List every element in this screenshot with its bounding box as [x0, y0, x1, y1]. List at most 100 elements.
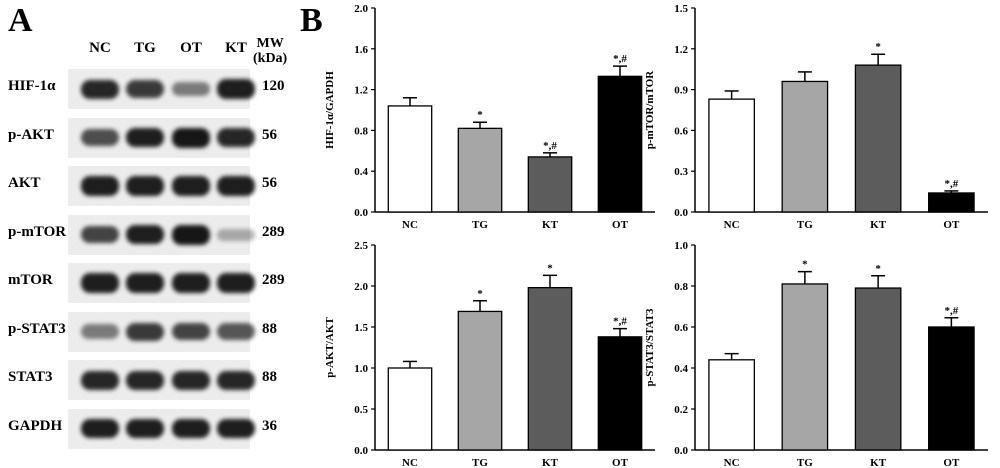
blot-band: [126, 418, 164, 439]
mw-header-line2: (kDa): [253, 51, 288, 66]
blot-band: [217, 273, 255, 293]
blot-mw-value: 289: [262, 223, 285, 240]
x-tick-label: KT: [870, 457, 887, 468]
blot-mw-value: 289: [262, 272, 285, 288]
blot-mw-value: 120: [262, 78, 285, 94]
x-tick-label: KT: [542, 219, 559, 231]
y-tick-label: 0.8: [674, 281, 688, 293]
significance-label: *,#: [613, 53, 627, 65]
x-tick-label: NC: [724, 457, 740, 468]
y-tick-label: 0.5: [354, 404, 368, 416]
y-tick-label: 2.5: [354, 240, 368, 252]
blot-band: [81, 324, 119, 339]
blot-band: [81, 225, 119, 244]
blot-band: [126, 224, 164, 245]
blot-mw-value: 56: [262, 175, 277, 191]
blot-band: [81, 79, 119, 99]
significance-label: *: [875, 41, 881, 53]
blot-protein-label: AKT: [8, 175, 41, 191]
blot-strip: [68, 360, 255, 400]
blot-band: [126, 273, 164, 293]
blot-band: [217, 418, 255, 439]
blot-band: [126, 80, 164, 98]
y-tick-label: 1.2: [674, 44, 688, 56]
x-tick-label: TG: [797, 457, 813, 468]
significance-label: *: [875, 263, 881, 275]
blot-band: [81, 418, 119, 439]
significance-label: *: [477, 109, 483, 121]
bar: [597, 336, 643, 451]
blot-band: [126, 370, 164, 390]
y-axis-label: p-STAT3/STAT3: [644, 308, 656, 387]
blot-strip: [68, 69, 255, 109]
blot-strip: [68, 214, 255, 255]
blot-band: [81, 129, 119, 146]
x-tick-label: NC: [402, 219, 418, 231]
bar: [708, 359, 755, 451]
y-tick-label: 0.0: [354, 207, 368, 219]
blot-band: [172, 273, 210, 293]
blot-protein-label: p-STAT3: [8, 320, 66, 337]
panel-label-b: B: [300, 2, 323, 39]
blot-strip: [68, 166, 255, 206]
blot-mw-value: 56: [262, 126, 277, 143]
lane-label-tg: TG: [134, 40, 156, 56]
significance-label: *: [547, 262, 553, 274]
bar: [597, 75, 643, 213]
blot-strip: [68, 263, 255, 303]
y-tick-label: 0.0: [354, 445, 368, 457]
bar: [781, 283, 829, 451]
lane-label-ot: OT: [180, 40, 202, 56]
y-tick-label: 0.4: [354, 166, 368, 178]
y-tick-label: 1.5: [354, 322, 368, 334]
blot-band: [217, 323, 255, 340]
x-tick-label: TG: [797, 219, 813, 231]
blot-mw-value: 88: [262, 369, 277, 385]
bar: [457, 310, 503, 451]
y-axis-label: p-mTOR/mTOR: [644, 70, 656, 149]
bar: [387, 367, 433, 451]
bar: [781, 80, 829, 213]
lane-label-nc: NC: [89, 40, 111, 56]
y-tick-label: 2.0: [354, 281, 368, 293]
blot-protein-label: GAPDH: [8, 417, 63, 434]
bar: [928, 326, 975, 451]
blot-band: [172, 322, 210, 341]
bar: [854, 287, 902, 451]
blot-strip: [68, 117, 255, 158]
blot-band: [81, 370, 119, 390]
y-tick-label: 0.2: [674, 404, 688, 416]
y-tick-label: 1.6: [354, 44, 368, 56]
blot-band: [217, 176, 255, 196]
y-tick-label: 2.0: [354, 3, 368, 15]
blot-band: [217, 228, 255, 241]
blot-band: [217, 370, 255, 390]
x-tick-label: OT: [612, 457, 629, 468]
y-tick-label: 0.0: [674, 445, 688, 457]
lane-label-kt: KT: [225, 40, 247, 56]
blot-band: [126, 127, 164, 148]
x-tick-label: OT: [612, 219, 629, 231]
blot-band: [126, 322, 164, 341]
y-tick-label: 0.6: [674, 322, 688, 334]
y-tick-label: 0.6: [674, 125, 688, 137]
mw-header-line1: MW: [256, 36, 284, 51]
bar: [854, 64, 902, 213]
significance-label: *: [802, 259, 808, 271]
bar: [928, 192, 975, 213]
y-tick-label: 0.8: [354, 125, 368, 137]
blot-band: [81, 176, 119, 196]
blot-band: [217, 79, 255, 99]
x-tick-label: TG: [472, 457, 488, 468]
y-tick-label: 0.9: [674, 85, 688, 97]
significance-label: *,#: [543, 140, 557, 152]
blot-band: [81, 273, 119, 293]
x-tick-label: KT: [542, 457, 559, 468]
x-tick-label: KT: [870, 219, 887, 231]
y-tick-label: 1.0: [354, 363, 368, 375]
x-tick-label: OT: [943, 457, 960, 468]
blot-mw-value: 88: [262, 320, 277, 337]
blot-band: [126, 176, 164, 196]
y-tick-label: 1.5: [674, 3, 688, 15]
